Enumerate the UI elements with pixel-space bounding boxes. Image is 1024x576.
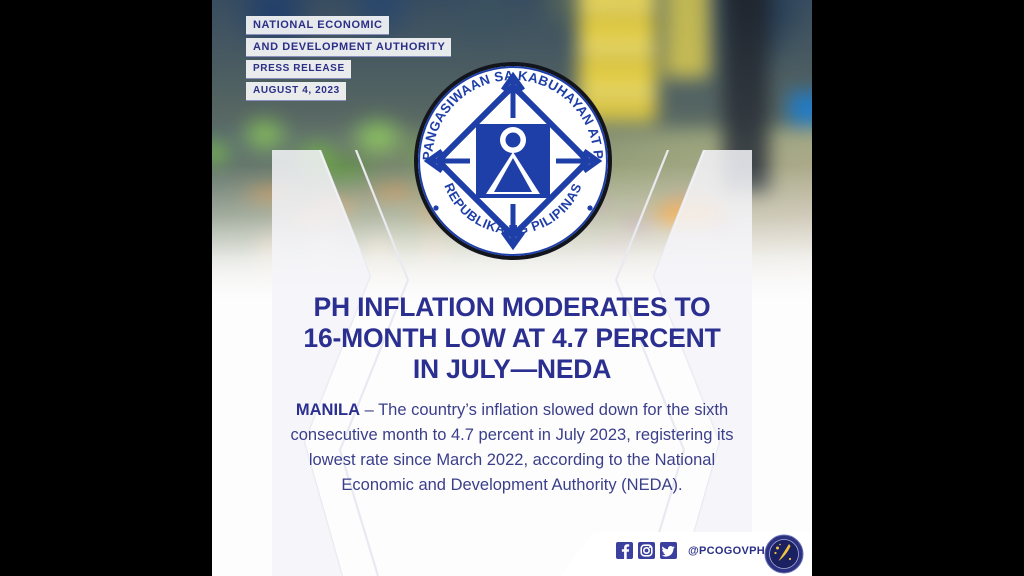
release-date-label: AUGUST 4, 2023 [246, 82, 346, 101]
instagram-icon[interactable] [638, 542, 655, 559]
social-footer-bar: @PCOGOVPH [560, 532, 812, 576]
agency-label-line-2: AND DEVELOPMENT AUTHORITY [246, 38, 452, 57]
press-release-poster: NATIONAL ECONOMIC AND DEVELOPMENT AUTHOR… [212, 0, 812, 576]
dateline: MANILA [295, 401, 361, 419]
body-paragraph: MANILA – The country’s inflation slowed … [272, 398, 752, 498]
agency-label-block: NATIONAL ECONOMIC AND DEVELOPMENT AUTHOR… [246, 16, 452, 104]
social-icon-group: @PCOGOVPH [616, 542, 765, 559]
facebook-icon[interactable] [616, 542, 633, 559]
social-handle: @PCOGOVPH [688, 544, 765, 557]
pco-seal-graphic [764, 534, 804, 574]
headline-line-3: IN JULY—NEDA [412, 354, 612, 384]
letterbox-right [812, 0, 1024, 576]
neda-seal: PAMBANSANG PANGASIWAAN SA KABUHAYAN AT P… [404, 46, 616, 264]
headline-line-2: 16-MONTH LOW AT 4.7 PERCENT [303, 323, 721, 353]
agency-label-line-1: NATIONAL ECONOMIC [246, 16, 389, 35]
neda-seal-graphic: PAMBANSANG PANGASIWAAN SA KABUHAYAN AT P… [404, 46, 612, 260]
twitter-icon[interactable] [660, 542, 677, 559]
headline-line-1: PH INFLATION MODERATES TO [313, 292, 711, 322]
headline: PH INFLATION MODERATES TO 16-MONTH LOW A… [242, 292, 782, 385]
letterbox-left [0, 0, 212, 576]
press-release-label: PRESS RELEASE [246, 60, 351, 79]
pco-seal [764, 534, 804, 574]
